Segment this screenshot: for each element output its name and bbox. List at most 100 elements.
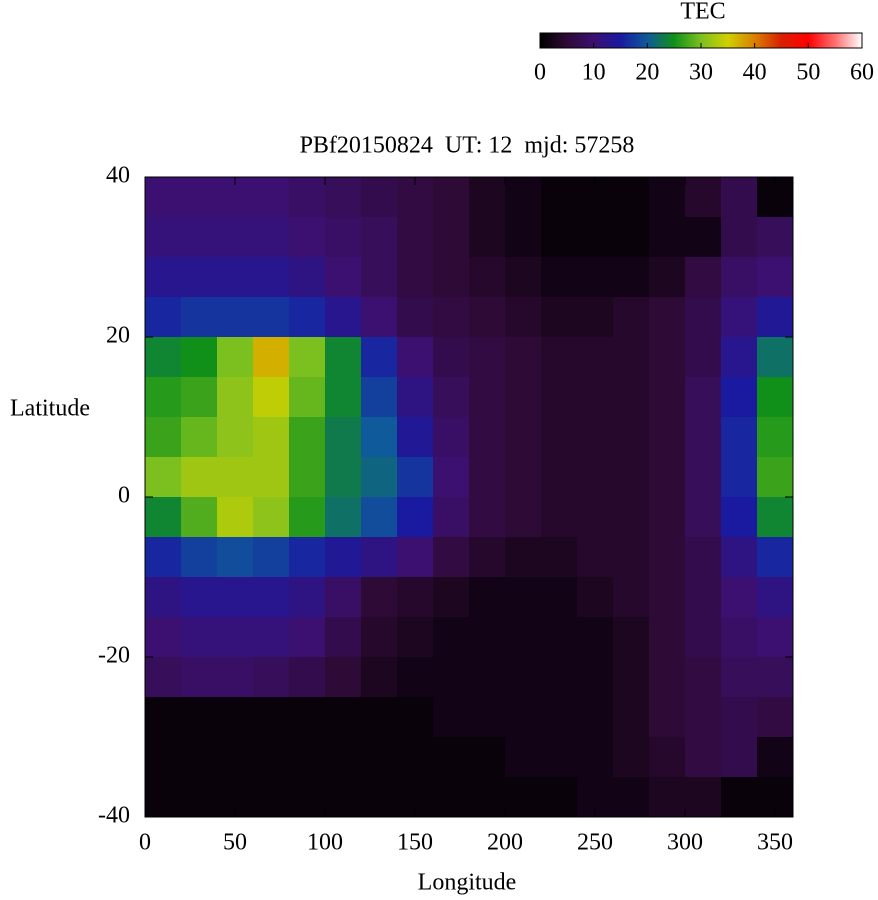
heat-cell <box>577 297 614 338</box>
heat-cell <box>325 577 362 618</box>
heat-cell <box>397 337 434 378</box>
heat-cell <box>253 177 290 218</box>
heat-cell <box>577 617 614 658</box>
heat-cell <box>613 577 650 618</box>
heat-cell <box>505 737 542 778</box>
heat-cell <box>253 297 290 338</box>
heat-cell <box>361 257 398 298</box>
heat-cell <box>397 497 434 538</box>
heat-cell <box>649 657 686 698</box>
heat-cell <box>469 177 506 218</box>
heat-cell <box>577 457 614 498</box>
heat-cell <box>649 457 686 498</box>
heat-cell <box>685 777 722 818</box>
heat-cell <box>325 377 362 418</box>
heat-cell <box>505 617 542 658</box>
heat-cell <box>433 417 470 458</box>
heat-cell <box>613 377 650 418</box>
heat-cell <box>649 537 686 578</box>
heat-cell <box>613 457 650 498</box>
heat-cell <box>397 297 434 338</box>
heat-cell <box>505 177 542 218</box>
heat-cell <box>757 697 794 738</box>
heat-cell <box>433 617 470 658</box>
heat-cell <box>721 377 758 418</box>
heat-cell <box>685 177 722 218</box>
heat-cell <box>721 337 758 378</box>
heat-cell <box>217 337 254 378</box>
heat-cell <box>649 337 686 378</box>
colorbar-tick-label: 50 <box>796 60 820 86</box>
heat-cell <box>541 257 578 298</box>
heat-cell <box>397 457 434 498</box>
heat-cell <box>289 457 326 498</box>
heat-cell <box>325 777 362 818</box>
heat-cell <box>181 697 218 738</box>
heat-cell <box>541 577 578 618</box>
heat-cell <box>541 777 578 818</box>
heat-cell <box>721 737 758 778</box>
heat-cell <box>145 777 182 818</box>
heat-cell <box>649 577 686 618</box>
heat-cell <box>361 577 398 618</box>
heat-cell <box>505 377 542 418</box>
heat-cell <box>721 537 758 578</box>
heat-cell <box>289 497 326 538</box>
heat-cell <box>325 537 362 578</box>
heat-cell <box>685 617 722 658</box>
heat-cell <box>145 537 182 578</box>
heat-cell <box>217 257 254 298</box>
heat-cell <box>541 737 578 778</box>
heat-cell <box>289 537 326 578</box>
heat-cell <box>469 657 506 698</box>
heat-cell <box>397 377 434 418</box>
heat-cell <box>721 577 758 618</box>
heat-cell <box>613 217 650 258</box>
heat-cell <box>181 337 218 378</box>
heat-cell <box>757 577 794 618</box>
heat-cell <box>145 657 182 698</box>
heat-cell <box>613 417 650 458</box>
heat-cell <box>685 497 722 538</box>
heat-cell <box>685 257 722 298</box>
heat-cell <box>145 457 182 498</box>
heat-cell <box>217 497 254 538</box>
heat-cell <box>469 257 506 298</box>
heat-cell <box>217 417 254 458</box>
heat-cell <box>721 177 758 218</box>
heat-cell <box>217 457 254 498</box>
heat-cell <box>685 217 722 258</box>
heat-cell <box>217 737 254 778</box>
heat-cell <box>325 737 362 778</box>
heat-cell <box>361 537 398 578</box>
heat-cell <box>505 497 542 538</box>
heat-cell <box>721 417 758 458</box>
heat-cell <box>433 337 470 378</box>
colorbar-tick-label: 10 <box>582 60 606 86</box>
heat-cell <box>361 617 398 658</box>
heat-cell <box>577 537 614 578</box>
heat-cell <box>505 297 542 338</box>
heat-cell <box>505 337 542 378</box>
heat-cell <box>289 377 326 418</box>
heat-cell <box>181 617 218 658</box>
heat-cell <box>433 297 470 338</box>
heat-cell <box>289 617 326 658</box>
heat-cell <box>181 297 218 338</box>
heat-cell <box>505 697 542 738</box>
chart-title: PBf20150824 UT: 12 mjd: 57258 <box>300 133 635 159</box>
heat-cell <box>253 657 290 698</box>
heat-cell <box>757 337 794 378</box>
heat-cell <box>541 377 578 418</box>
heat-cell <box>757 417 794 458</box>
heat-cell <box>721 617 758 658</box>
heat-cell <box>217 617 254 658</box>
heat-cell <box>469 417 506 458</box>
heat-cell <box>577 737 614 778</box>
heat-cell <box>469 457 506 498</box>
heat-cell <box>181 737 218 778</box>
heat-cell <box>505 537 542 578</box>
heat-cell <box>181 577 218 618</box>
heat-cell <box>577 657 614 698</box>
heat-cell <box>253 737 290 778</box>
